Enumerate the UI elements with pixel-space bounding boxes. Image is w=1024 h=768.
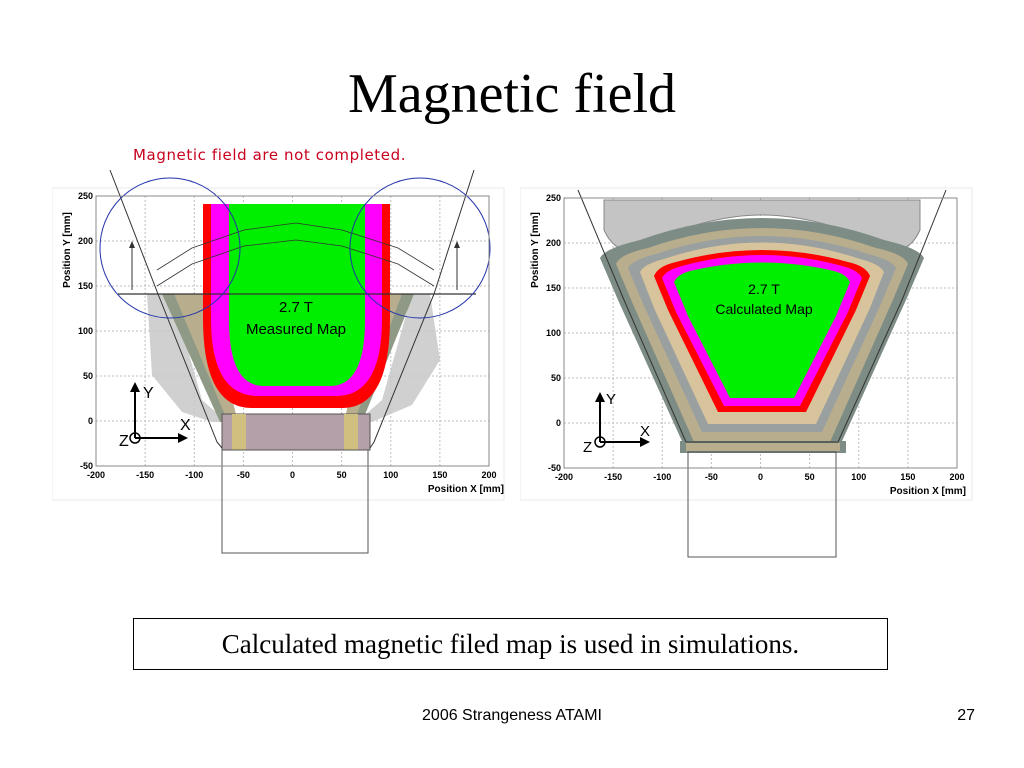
y-axis-label: Position Y [mm]	[62, 212, 73, 288]
y-tick-labels: 250 200 150 100 50 0 -50	[546, 193, 561, 473]
x-tick-label: -50	[705, 472, 718, 482]
detector-outline-line	[577, 189, 687, 443]
map-label-field: 2.7 T	[748, 281, 780, 297]
coil-arc	[156, 239, 435, 287]
y-axis-label: Position Y [mm]	[530, 212, 541, 288]
x-tick-label: 100	[383, 470, 398, 480]
field-green-core	[674, 262, 850, 398]
footer-text: 2006 Strangeness ATAMI	[422, 707, 602, 724]
z-axis-icon	[594, 436, 606, 448]
z-axis-icon	[129, 432, 141, 444]
x-tick-label: 200	[949, 472, 964, 482]
y-tick-label: 100	[546, 328, 561, 338]
page-number: 27	[957, 707, 975, 724]
y-tick-label: 150	[546, 283, 561, 293]
y-tick-label: 200	[546, 238, 561, 248]
x-tick-label: -50	[237, 470, 250, 480]
x-tick-labels: -200 -150 -100 -50 0 50 100 150 200	[87, 470, 497, 480]
y-tick-label: 50	[83, 371, 93, 381]
slide-title: Magnetic field	[347, 63, 677, 125]
coil-arc	[156, 222, 435, 271]
lower-block-stripe	[344, 414, 358, 450]
axis-z-letter: Z	[583, 439, 592, 456]
y-tick-label: 200	[78, 236, 93, 246]
detector-outline-line	[109, 169, 223, 449]
incomplete-region-circle	[349, 177, 491, 319]
axis-z-letter: Z	[119, 433, 129, 450]
map-label-field: 2.7 T	[279, 299, 313, 316]
x-tick-label: 100	[851, 472, 866, 482]
y-arrow-head-icon	[130, 382, 140, 392]
arrow-head-icon	[454, 241, 460, 248]
x-tick-label: 50	[337, 470, 347, 480]
incomplete-region-circle	[99, 177, 241, 319]
x-tick-label: 50	[805, 472, 815, 482]
x-tick-label: -200	[555, 472, 573, 482]
x-tick-label: -100	[653, 472, 671, 482]
beamline-box	[687, 451, 837, 558]
x-tick-label: 0	[758, 472, 763, 482]
arrow-head-icon	[129, 241, 135, 248]
x-tick-labels: -200 -150 -100 -50 0 50 100 150 200	[555, 472, 965, 482]
y-tick-label: 150	[78, 281, 93, 291]
y-tick-label: -50	[80, 461, 93, 471]
y-tick-label: 100	[78, 326, 93, 336]
detector-outline-line	[369, 169, 475, 449]
plot-border	[95, 195, 490, 467]
x-arrow-head-icon	[640, 437, 650, 447]
x-tick-label: -150	[136, 470, 154, 480]
axis-y-letter: Y	[143, 385, 154, 402]
outer-field-band-left	[147, 294, 227, 422]
x-arrow-head-icon	[178, 433, 188, 443]
y-tick-label: 0	[88, 416, 93, 426]
caption-box: Calculated magnetic filed map is used in…	[133, 618, 888, 670]
map-label-kind: Measured Map	[246, 321, 346, 338]
axis-x-letter: X	[180, 417, 191, 434]
y-tick-label: 0	[556, 418, 561, 428]
measured-map-chart: 2.7 T Measured Map Y X Z -200 -150 -100 -50…	[52, 169, 505, 554]
y-tick-labels: 250 200 150 100 50 0 -50	[78, 191, 93, 471]
x-tick-label: -100	[185, 470, 203, 480]
x-tick-label: 0	[290, 470, 295, 480]
x-tick-label: 150	[432, 470, 447, 480]
x-tick-label: 200	[481, 470, 496, 480]
detector-outline-line	[837, 189, 947, 443]
field-green-core	[229, 204, 365, 386]
outer-field-band-right	[357, 294, 440, 422]
y-arrow-head-icon	[595, 392, 605, 402]
calculated-map-chart: 2.7 T Calculated Map Y X Z -200 -150 -100-…	[520, 187, 973, 558]
x-tick-label: -200	[87, 470, 105, 480]
incomplete-field-warning: Magnetic field are not completed.	[133, 146, 407, 164]
y-tick-label: 250	[78, 191, 93, 201]
plot-border	[563, 197, 958, 469]
axis-x-letter: X	[640, 423, 650, 440]
y-tick-label: -50	[548, 463, 561, 473]
y-tick-label: 250	[546, 193, 561, 203]
axis-y-letter: Y	[606, 391, 616, 408]
x-axis-label: Position X [mm]	[890, 486, 966, 497]
x-tick-label: 150	[900, 472, 915, 482]
lower-block-stripe	[232, 414, 246, 450]
y-tick-label: 50	[551, 373, 561, 383]
x-tick-label: -150	[604, 472, 622, 482]
beamline-box	[221, 449, 369, 554]
lower-field-slab-inner	[686, 443, 840, 451]
map-label-kind: Calculated Map	[715, 301, 812, 317]
x-axis-label: Position X [mm]	[428, 484, 504, 495]
